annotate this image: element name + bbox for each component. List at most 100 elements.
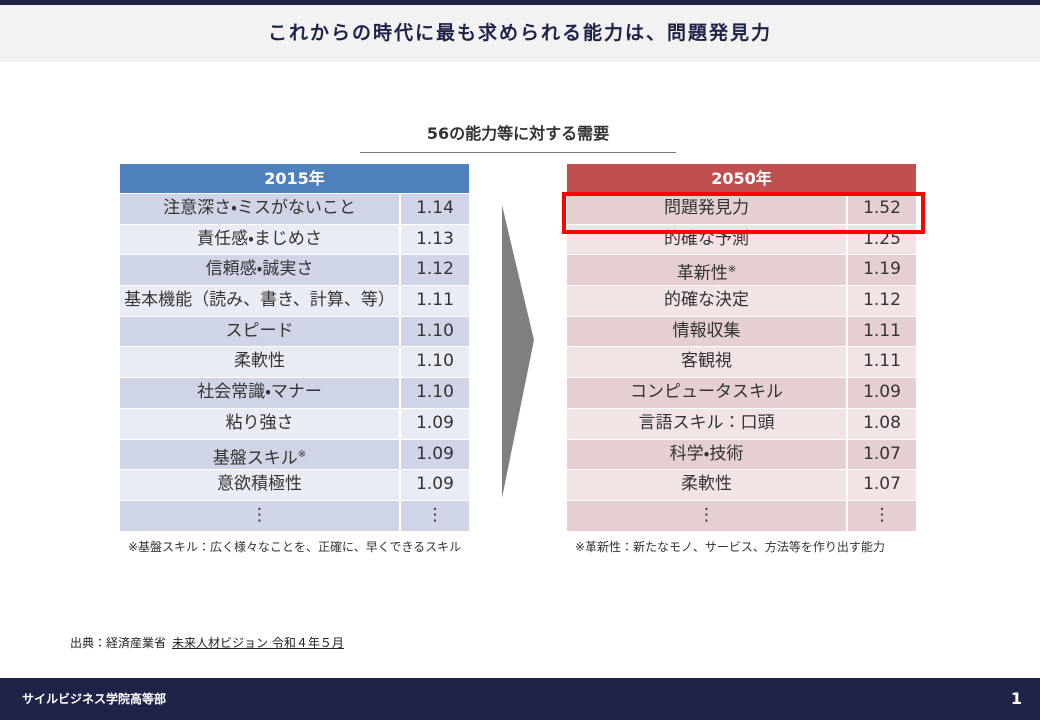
row-label: 基本機能（読み、書き、計算、等） (124, 290, 395, 311)
footnote-mark: ※ (297, 448, 307, 460)
row-label-cell: 基本機能（読み、書き、計算、等） (120, 286, 399, 316)
row-label: 社会常識・マナー (197, 382, 322, 403)
footer-bar (0, 678, 1040, 720)
source-prefix: 出典：経済産業省 (70, 636, 167, 650)
row-value: 1.08 (848, 408, 916, 439)
table-header: 2050年 (567, 164, 916, 193)
row-value: 1.11 (401, 286, 469, 316)
row-value: ⋮ (848, 500, 916, 531)
row-value: 1.12 (848, 286, 916, 316)
row-label: 粘り強さ (225, 412, 294, 433)
row-label-cell: 意欲積極性 (120, 470, 399, 500)
row-value: 1.10 (401, 316, 469, 347)
table-row: 的確な予測 1.25 (567, 224, 916, 255)
table-row: 革新性※ 1.19 (567, 255, 916, 286)
row-label-cell: スピード (120, 316, 399, 347)
row-label: コンピュータスキル (630, 382, 783, 403)
row-value: 1.14 (401, 194, 469, 224)
row-value: 1.09 (401, 408, 469, 439)
organization: サイルビジネス学院高等部 (22, 692, 167, 706)
row-label-cell: 言語スキル：口頭 (567, 408, 846, 439)
row-label-cell: 革新性※ (567, 255, 846, 286)
row-label-cell: ⋮ (567, 500, 846, 531)
row-label: 柔軟性 (234, 351, 285, 372)
row-label: 科学・技術 (669, 443, 744, 464)
row-label: 基盤スキル (212, 448, 298, 469)
table-row: 的確な決定 1.12 (567, 286, 916, 316)
table-2050: 2050年 問題発見力 1.52 的確な予測 1.25 革新性※ 1.19 的確な決定 1.12… (567, 164, 916, 531)
row-label-cell: 的確な決定 (567, 286, 846, 316)
table-row: 注意深さ・ミスがないこと 1.14 (120, 194, 469, 224)
row-label-cell: 基盤スキル※ (120, 439, 399, 470)
row-value: ⋮ (401, 500, 469, 531)
row-label-cell: 柔軟性 (567, 470, 846, 500)
row-label-cell: 粘り強さ (120, 408, 399, 439)
table-row: 社会常識・マナー 1.10 (120, 378, 469, 408)
row-label-cell: 責任感・まじめさ (120, 224, 399, 255)
note: ※基盤スキル：広く様々なことを、正確に、早くできるスキル (128, 540, 462, 554)
row-label: 注意深さ・ミスがないこと (163, 198, 356, 218)
row-value: 1.19 (848, 255, 916, 286)
note: ※革新性：新たなモノ、サービス、方法等を作り出す能力 (575, 540, 885, 554)
table-row: 情報収集 1.11 (567, 316, 916, 347)
row-label: 柔軟性 (681, 474, 732, 495)
row-label-cell: 客観視 (567, 347, 846, 378)
table-row: 基盤スキル※ 1.09 (120, 439, 469, 470)
row-value: 1.07 (848, 470, 916, 500)
source: 出典：経済産業省 未来人材ビジョン 令和４年５月 (70, 634, 344, 651)
row-label-cell: 情報収集 (567, 316, 846, 347)
row-value: 1.13 (401, 224, 469, 255)
row-value: 1.11 (848, 316, 916, 347)
row-value: 1.09 (401, 439, 469, 470)
row-label: ⋮ (251, 504, 268, 525)
row-value: 1.09 (401, 470, 469, 500)
footnote-mark: ※ (727, 264, 737, 276)
row-label: 意欲積極性 (217, 474, 302, 495)
row-label: 客観視 (681, 351, 732, 372)
row-label: 的確な決定 (664, 290, 749, 311)
table-row: 意欲積極性 1.09 (120, 470, 469, 500)
row-value: 1.10 (401, 378, 469, 408)
table-row: 科学・技術 1.07 (567, 439, 916, 470)
arrow (502, 205, 534, 498)
row-label-cell: 問題発見力 (567, 194, 846, 224)
row-value: 1.07 (848, 439, 916, 470)
row-label: 言語スキル：口頭 (638, 412, 775, 433)
row-label-cell: 注意深さ・ミスがないこと (120, 194, 399, 224)
slide-title: これからの時代に最も求められる能力は、問題発見力 (267, 22, 772, 44)
row-value: 1.11 (848, 347, 916, 378)
row-label-cell: 社会常識・マナー (120, 378, 399, 408)
row-label: ⋮ (698, 504, 715, 525)
table-row: コンピュータスキル 1.09 (567, 378, 916, 408)
row-value: 1.25 (848, 224, 916, 255)
table-row: 基本機能（読み、書き、計算、等） 1.11 (120, 286, 469, 316)
title-band (0, 5, 1040, 62)
row-label-cell: 科学・技術 (567, 439, 846, 470)
table-row: ⋮ ⋮ (567, 500, 916, 531)
highlight-box (562, 192, 925, 234)
row-label: 信頼感・誠実さ (205, 259, 314, 280)
row-label: スピード (225, 320, 294, 341)
table-row: 粘り強さ 1.09 (120, 408, 469, 439)
table-row: 柔軟性 1.07 (567, 470, 916, 500)
row-label-cell: 柔軟性 (120, 347, 399, 378)
row-value: 1.10 (401, 347, 469, 378)
source-link[interactable]: 未来人材ビジョン 令和４年５月 (172, 636, 344, 650)
row-label: 革新性 (676, 264, 728, 285)
table-row: ⋮ ⋮ (120, 500, 469, 531)
table-row: 問題発見力 1.52 (567, 194, 916, 224)
row-label: 問題発見力 (664, 198, 749, 218)
row-value: 1.52 (848, 194, 916, 224)
table-row: 言語スキル：口頭 1.08 (567, 408, 916, 439)
row-label: 責任感・まじめさ (197, 228, 322, 249)
table-row: 客観視 1.11 (567, 347, 916, 378)
row-label-cell: ⋮ (120, 500, 399, 531)
row-value: 1.09 (848, 378, 916, 408)
table-header: 2015年 (120, 164, 469, 193)
page-number: 1 (1010, 689, 1022, 708)
table-2015: 2015年注意深さ・ミスがないこと 1.14 責任感・まじめさ 1.13 信頼感・誠実さ… (120, 164, 469, 531)
table-row: 柔軟性 1.10 (120, 347, 469, 378)
row-label-cell: コンピュータスキル (567, 378, 846, 408)
row-label-cell: 信頼感・誠実さ (120, 255, 399, 286)
